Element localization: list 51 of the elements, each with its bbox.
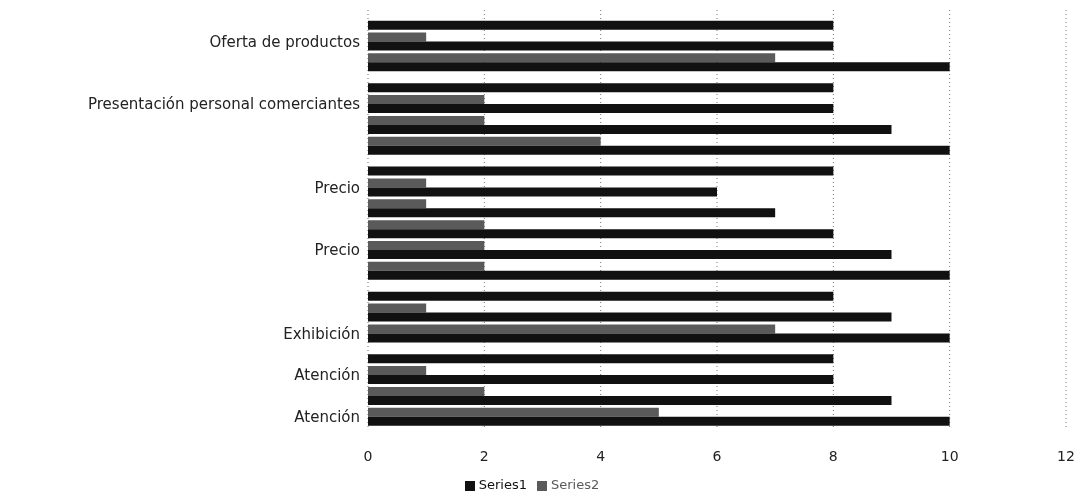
y-tick-label: Atención — [294, 407, 360, 426]
bar — [368, 187, 717, 197]
x-tick-label: 0 — [363, 447, 373, 464]
bar — [368, 241, 485, 251]
bar — [368, 250, 892, 260]
x-tick-label: 6 — [712, 447, 722, 464]
bar — [368, 270, 950, 280]
bar — [368, 261, 485, 271]
bar — [368, 375, 834, 385]
legend-label: Series2 — [551, 477, 600, 492]
bar — [368, 220, 485, 230]
bar — [368, 178, 427, 188]
bar — [368, 53, 776, 63]
bar — [368, 366, 427, 376]
x-tick-label: 2 — [479, 447, 489, 464]
legend-label: Series1 — [478, 477, 527, 492]
x-tick-label: 10 — [940, 447, 959, 464]
bar — [368, 407, 659, 417]
x-tick-label: 8 — [828, 447, 838, 464]
bar — [368, 83, 834, 93]
bar — [368, 354, 834, 364]
bar — [368, 136, 601, 146]
bar — [368, 41, 834, 51]
bar — [368, 62, 950, 72]
bar — [368, 104, 834, 114]
x-tick-label: 4 — [596, 447, 606, 464]
bar — [368, 145, 950, 155]
bar — [368, 312, 892, 322]
y-tick-label: Atención — [294, 366, 360, 385]
y-tick-label: Precio — [314, 178, 360, 197]
bar — [368, 324, 776, 334]
y-tick-label: Oferta de productos — [209, 32, 361, 51]
bar — [368, 208, 776, 218]
y-tick-label: Presentación personal comerciantes — [87, 95, 361, 114]
bar — [368, 291, 834, 301]
bar — [368, 95, 485, 105]
bar — [368, 303, 427, 313]
x-tick-label: 12 — [1057, 447, 1075, 464]
bar — [368, 416, 950, 426]
bar — [368, 20, 834, 30]
bar — [368, 166, 834, 176]
bar — [368, 124, 892, 134]
bar — [368, 115, 485, 125]
y-tick-label: Exhibición — [283, 324, 360, 343]
bar — [368, 386, 485, 396]
bar — [368, 32, 427, 42]
bar — [368, 199, 427, 209]
bar — [368, 333, 950, 343]
bar — [368, 395, 892, 405]
y-tick-label: Precio — [314, 241, 360, 260]
bar — [368, 229, 834, 239]
